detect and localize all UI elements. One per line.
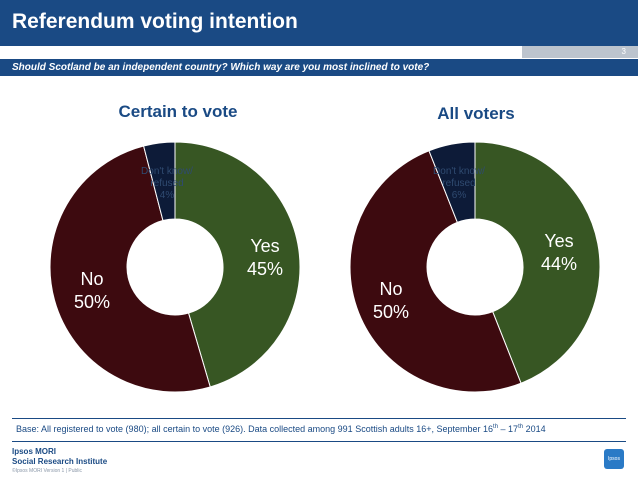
logo-line-2: Social Research Institute [12, 457, 108, 466]
dk-text-2: refused [150, 178, 184, 189]
logo-line-1: Ipsos MORI [12, 447, 57, 456]
page-number: 3 [522, 46, 638, 58]
base-note: Base: All registered to vote (980); all … [16, 424, 546, 434]
dk-text-1: Don't know/ [433, 166, 485, 177]
no-slice [350, 150, 522, 392]
yes-slice [174, 142, 300, 388]
dont-know-slice [428, 142, 476, 224]
base-sup-2: th [518, 424, 524, 430]
footer-divider-top [12, 418, 626, 419]
dk-text-1: Don't know/ [141, 166, 193, 177]
survey-question: Should Scotland be an independent countr… [12, 62, 430, 73]
base-suffix: 2014 [523, 424, 546, 434]
base-mid: – 17 [498, 424, 519, 434]
page-title: Referendum voting intention [12, 10, 298, 33]
dk-pct: 6% [451, 190, 467, 201]
confidentiality-note: ©Ipsos MORI Version 1 | Public [12, 468, 83, 474]
ipsos-badge: Ipsos [604, 449, 624, 469]
yes-label-all: Yes 44% [524, 230, 594, 276]
yes-pct: 44% [540, 254, 578, 274]
chart-title-certain: Certain to vote [118, 102, 238, 121]
dk-label-certain: Don't know/ refused 4% [127, 166, 207, 202]
donut-chart-certain [50, 142, 300, 392]
yes-text: Yes [544, 231, 574, 251]
no-text: No [379, 279, 403, 299]
dont-know-slice [142, 142, 176, 222]
no-text: No [80, 269, 104, 289]
yes-pct: 45% [246, 259, 284, 279]
dk-label-all: Don't know/ refused 6% [419, 166, 499, 202]
no-slice [50, 145, 211, 392]
footer-divider-bottom [12, 441, 626, 442]
no-label-certain: No 50% [57, 268, 127, 314]
no-pct: 50% [73, 292, 111, 312]
ipsos-mori-logo: Ipsos MORI Social Research Institute [12, 447, 107, 467]
chart-title-all: All voters [437, 104, 515, 123]
yes-text: Yes [250, 236, 280, 256]
base-text: Base: All registered to vote (980); all … [16, 424, 494, 434]
yes-slice [474, 142, 600, 384]
header-bar: Referendum voting intention [0, 0, 638, 46]
no-pct: 50% [372, 302, 410, 322]
donut-chart-all [350, 142, 600, 392]
base-sup-1: th [493, 424, 499, 430]
yes-label-certain: Yes 45% [230, 235, 300, 281]
question-bar: Should Scotland be an independent countr… [0, 59, 638, 76]
dk-text-2: refused [442, 178, 476, 189]
no-label-all: No 50% [356, 278, 426, 324]
dk-pct: 4% [159, 190, 175, 201]
